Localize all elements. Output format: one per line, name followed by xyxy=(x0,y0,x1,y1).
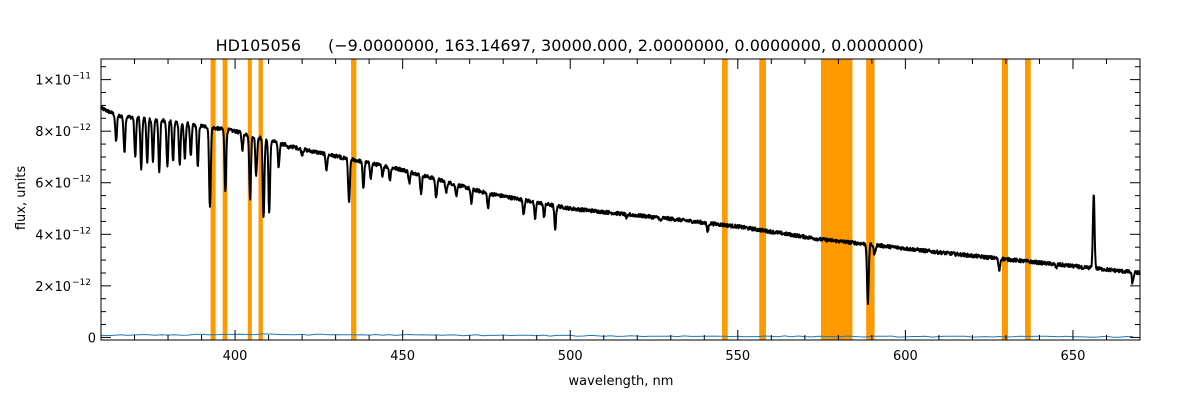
x-tick-label: 550 xyxy=(725,349,750,364)
y-tick-exponent: −12 xyxy=(72,175,91,185)
x-tick-label: 400 xyxy=(223,349,248,364)
x-tick-label: 450 xyxy=(390,349,415,364)
chart-title-params: (−9.0000000, 163.14697, 30000.000, 2.000… xyxy=(328,36,924,55)
y-tick-exponent: −12 xyxy=(72,123,91,133)
masked-region xyxy=(258,59,263,340)
masked-regions xyxy=(210,59,1031,340)
masked-region xyxy=(866,59,875,340)
masked-region xyxy=(1025,59,1031,340)
y-tick-label: 1×10 xyxy=(35,74,71,89)
x-tick-label: 500 xyxy=(558,349,583,364)
masked-region xyxy=(722,59,728,340)
chart-title-name: HD105056 xyxy=(216,36,301,55)
x-tick-label: 650 xyxy=(1061,349,1086,364)
plot-frame xyxy=(100,58,1141,341)
error-series-line xyxy=(100,333,1134,338)
flux-series-line xyxy=(100,105,1141,305)
y-tick-exponent: −12 xyxy=(72,278,91,288)
masked-region xyxy=(351,59,357,340)
y-tick-label: 0 xyxy=(88,331,96,346)
y-axis-label: flux, units xyxy=(14,166,29,231)
x-axis-label: wavelength, nm xyxy=(569,374,674,389)
masked-region xyxy=(820,59,853,340)
y-tick-exponent: −12 xyxy=(72,226,91,236)
masked-region xyxy=(1001,59,1008,340)
y-tick-label: 4×10 xyxy=(35,228,71,243)
y-tick-label: 6×10 xyxy=(35,177,71,192)
spectrum-series xyxy=(100,105,1141,338)
masked-region xyxy=(222,59,228,340)
x-tick-label: 600 xyxy=(893,349,918,364)
masked-region xyxy=(759,59,766,340)
y-tick-label: 8×10 xyxy=(35,125,71,140)
y-tick-exponent: −11 xyxy=(72,72,91,82)
y-tick-label: 2×10 xyxy=(35,280,71,295)
masked-region xyxy=(210,59,216,340)
